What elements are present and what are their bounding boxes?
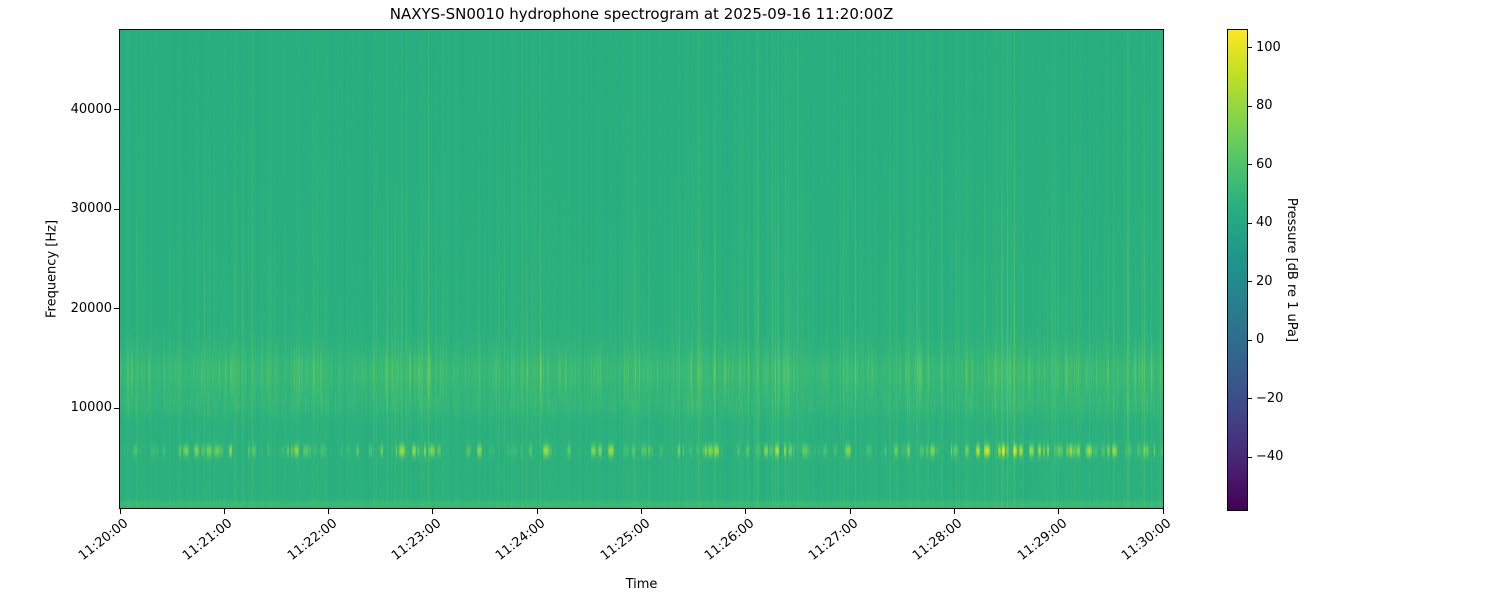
x-tick-mark (849, 509, 851, 514)
colorbar-tick-label: −40 (1256, 449, 1284, 465)
colorbar (1227, 29, 1248, 511)
x-tick-label: 11:24:00 (493, 516, 549, 564)
colorbar-tick-mark (1248, 222, 1252, 224)
colorbar-tick-mark (1248, 105, 1252, 107)
y-tick-label: 10000 (70, 400, 112, 416)
y-tick-mark (114, 308, 119, 310)
colorbar-tick-label: 80 (1256, 98, 1273, 114)
x-tick-label: 11:20:00 (75, 516, 132, 564)
chart-title: NAXYS-SN0010 hydrophone spectrogram at 2… (389, 5, 894, 23)
colorbar-tick-label: 0 (1256, 332, 1265, 348)
x-tick-mark (1162, 509, 1164, 514)
x-tick-mark (432, 509, 434, 514)
y-tick-mark (114, 407, 119, 409)
spectrogram-canvas (120, 30, 1163, 508)
plot-area (119, 29, 1164, 509)
colorbar-tick-label: 60 (1256, 156, 1273, 172)
x-tick-label: 11:25:00 (597, 516, 653, 564)
x-tick-label: 11:28:00 (910, 516, 966, 564)
colorbar-tick-mark (1248, 164, 1252, 166)
colorbar-label: Pressure [dB re 1 uPa] (1284, 197, 1299, 343)
colorbar-tick-label: 100 (1256, 39, 1281, 55)
x-tick-mark (328, 509, 330, 514)
x-tick-label: 11:26:00 (701, 516, 758, 564)
y-tick-label: 20000 (70, 300, 112, 316)
x-tick-mark (223, 509, 225, 514)
colorbar-tick-mark (1248, 281, 1252, 283)
colorbar-tick-mark (1248, 398, 1252, 400)
x-tick-label: 11:27:00 (806, 516, 862, 564)
x-tick-mark (1058, 509, 1060, 514)
x-tick-label: 11:30:00 (1118, 516, 1175, 564)
x-tick-mark (536, 509, 538, 514)
x-tick-mark (119, 509, 121, 514)
x-tick-label: 11:22:00 (284, 516, 340, 564)
x-tick-mark (641, 509, 642, 514)
y-tick-mark (114, 109, 119, 111)
y-tick-label: 30000 (70, 201, 112, 217)
x-tick-label: 11:21:00 (180, 516, 236, 564)
colorbar-tick-mark (1248, 47, 1252, 49)
x-tick-label: 11:29:00 (1014, 516, 1070, 564)
colorbar-tick-label: −20 (1256, 390, 1284, 406)
colorbar-tick-label: 40 (1256, 215, 1273, 231)
y-tick-mark (114, 208, 119, 210)
x-tick-mark (745, 509, 747, 514)
colorbar-tick-label: 20 (1256, 273, 1273, 289)
y-tick-label: 40000 (70, 101, 112, 117)
colorbar-tick-mark (1248, 339, 1252, 341)
x-tick-label: 11:23:00 (388, 516, 445, 564)
x-tick-mark (953, 509, 955, 514)
x-axis-label: Time (625, 577, 658, 592)
colorbar-tick-mark (1248, 456, 1252, 458)
